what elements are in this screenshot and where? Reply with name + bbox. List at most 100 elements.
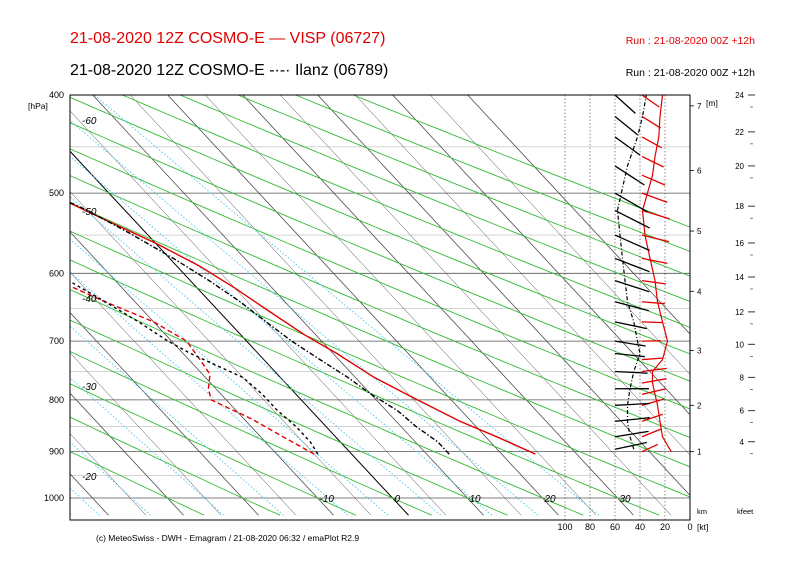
dry-adiabat — [70, 230, 690, 498]
isotherm-line — [70, 433, 147, 516]
wind-arrow — [641, 357, 663, 361]
height-km-heading: km — [697, 507, 707, 516]
height-km-label: 6 — [697, 167, 702, 176]
pressure-unit-label: [hPa] — [28, 101, 48, 111]
wind-arrow — [641, 234, 670, 243]
wind-arrow — [641, 367, 667, 373]
height-km-label: 3 — [697, 346, 702, 355]
isotherm-line — [70, 392, 184, 516]
mixing-ratio-line — [70, 441, 151, 516]
isotherm-line — [355, 95, 690, 456]
mixing-ratio-line — [70, 119, 539, 516]
pressure-tick-label: 600 — [49, 268, 64, 278]
pressure-tick-label: 500 — [49, 188, 64, 198]
wind-arrow — [641, 378, 667, 384]
dry-adiabat — [70, 122, 690, 382]
wind-arrow — [614, 340, 646, 347]
wind-arrow — [614, 279, 650, 293]
dry-adiabat — [295, 95, 690, 252]
isotherm-line — [167, 95, 559, 516]
isotherm-line — [70, 352, 222, 516]
pressure-tick-label: 800 — [49, 395, 64, 405]
dry-adiabat — [70, 319, 508, 516]
run-info-ilanz: Run : 21-08-2020 00Z +12h — [625, 67, 755, 79]
height-kfeet-heading: kfeet — [737, 507, 754, 516]
title-ilanz: 21-08-2020 12Z COSMO-E -·-· Ilanz (06789… — [70, 62, 389, 79]
wind-arrow — [641, 192, 668, 204]
wind-tick-label: 60 — [610, 522, 620, 532]
height-kfeet-label: 12 — [735, 308, 744, 317]
isotherm-line — [205, 95, 597, 516]
wind-arrow — [614, 352, 645, 358]
wind-arrow — [614, 301, 649, 312]
wind-tick-label: 80 — [585, 522, 595, 532]
wind-arrow — [641, 155, 664, 168]
wind-arrow — [614, 209, 650, 229]
height-unit-label: [m] — [706, 98, 718, 108]
isotherm-line — [70, 271, 297, 516]
isotherm-line — [392, 95, 690, 416]
run-info-visp: Run : 21-08-2020 00Z +12h — [625, 35, 755, 47]
wind-arrow — [641, 321, 664, 324]
dry-adiabat — [70, 259, 660, 516]
isotherm-line — [70, 110, 447, 516]
wind-arrow — [641, 94, 660, 108]
mixing-ratio-line — [70, 196, 441, 516]
height-kfeet-label: 10 — [735, 340, 744, 349]
wind-arrow — [614, 94, 636, 114]
isotherm-line — [70, 311, 259, 516]
isotherm-line — [70, 150, 409, 516]
dry-adiabat — [70, 202, 690, 468]
wind-arrow — [614, 321, 647, 330]
height-kfeet-label: 16 — [735, 239, 744, 248]
dry-adiabat — [70, 416, 281, 516]
isotherm-label-bottom: 30 — [620, 494, 632, 505]
mixing-ratio-line — [70, 376, 225, 516]
isotherm-label-left: -20 — [82, 472, 97, 483]
isotherm-label-left: -30 — [82, 382, 97, 393]
dry-adiabat — [237, 95, 690, 277]
dry-adiabat — [353, 95, 690, 228]
isotherm-label-bottom: 0 — [395, 494, 401, 505]
wind-arrow — [641, 115, 662, 129]
dry-adiabat — [180, 95, 690, 302]
height-km-label: 5 — [697, 227, 702, 236]
wind-arrow — [614, 234, 650, 252]
wind-arrow — [614, 441, 647, 450]
wind-arrow — [641, 136, 663, 149]
height-km-label: 7 — [697, 102, 702, 111]
height-km-label: 1 — [697, 448, 702, 457]
pressure-tick-label: 1000 — [44, 493, 64, 503]
height-km-label: 2 — [697, 401, 702, 410]
wind-arrow — [641, 174, 666, 186]
wind-arrow — [614, 430, 649, 438]
height-kfeet-label: 24 — [735, 91, 744, 100]
isotherm-label-left: -40 — [82, 294, 97, 305]
wind-arrow — [614, 136, 641, 156]
wind-tick-label: 0 — [687, 522, 692, 532]
wind-arrow — [641, 279, 666, 285]
wind-arrow — [614, 257, 650, 273]
dry-adiabat — [70, 289, 584, 516]
wind-arrow — [614, 417, 650, 422]
isotherm-label-bottom: 10 — [470, 494, 482, 505]
wind-tick-label: 20 — [660, 522, 670, 532]
height-kfeet-label: 18 — [735, 202, 744, 211]
wind-arrow — [641, 428, 662, 438]
wind-arrow — [641, 257, 668, 265]
isotherm-line — [280, 95, 672, 516]
wind-tick-label: 40 — [635, 522, 645, 532]
wind-arrow — [614, 115, 638, 136]
mixing-ratio-line — [70, 271, 349, 516]
height-kfeet-label: 20 — [735, 162, 744, 171]
height-kfeet-label: 6 — [740, 407, 745, 416]
plot-frame — [69, 94, 691, 521]
dry-adiabat — [70, 350, 432, 516]
isotherm-line — [317, 95, 690, 496]
isotherm-line — [130, 95, 522, 516]
wind-arrow — [641, 413, 664, 422]
isotherm-label-bottom: 20 — [544, 494, 557, 505]
wind-unit-label: [kt] — [697, 522, 708, 532]
